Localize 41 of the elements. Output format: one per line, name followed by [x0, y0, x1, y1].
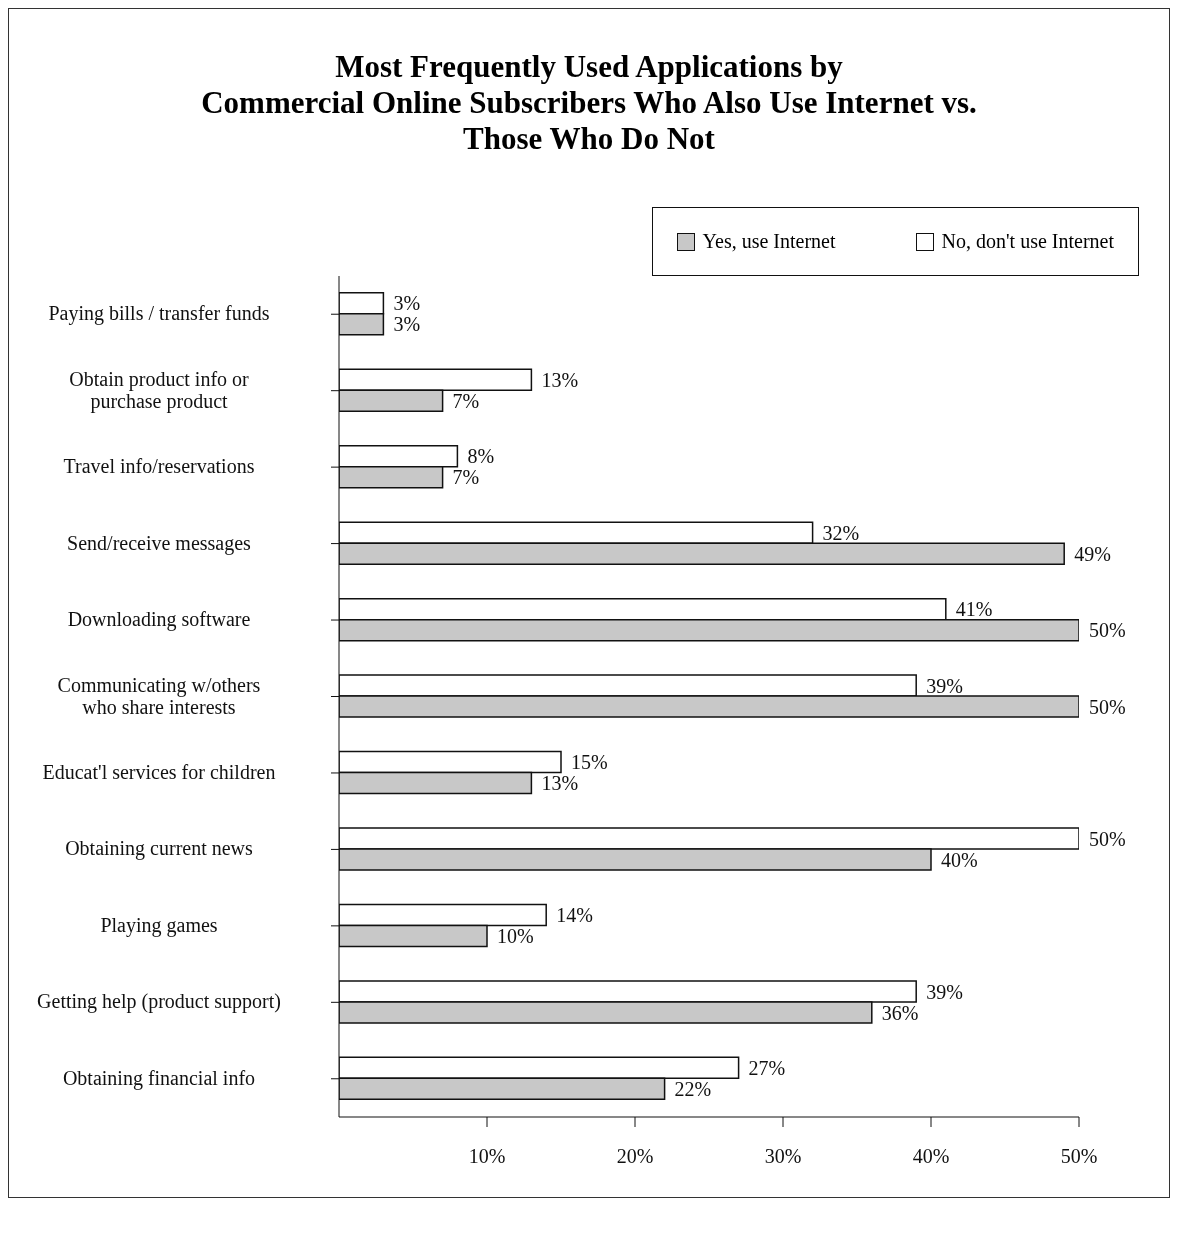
data-label: 50%: [1089, 695, 1126, 718]
data-label: 7%: [452, 389, 480, 412]
y-tick-label: Getting help (product support): [37, 990, 281, 1014]
y-tick-label: Travel info/reservations: [63, 455, 255, 478]
x-tick-label: 30%: [764, 1145, 802, 1168]
data-label: 39%: [926, 674, 963, 697]
y-tick-label: Send/receive messages: [67, 531, 252, 555]
data-label: 13%: [541, 368, 579, 391]
y-tick-label: Educat'l services for children: [42, 760, 276, 783]
legend-label: No, don't use Internet: [941, 230, 1114, 253]
y-tick-label: Obtaining financial info: [62, 1066, 256, 1090]
y-tick-label: Obtain product info or purchase product: [69, 367, 250, 413]
data-label: 39%: [926, 980, 963, 1003]
x-tick-label: 20%: [616, 1145, 654, 1168]
data-label: 3%: [393, 292, 421, 315]
data-label: 8%: [467, 445, 495, 468]
data-label: 40%: [941, 848, 978, 871]
legend-label: Yes, use Internet: [702, 230, 836, 253]
data-label: 36%: [881, 1001, 919, 1024]
data-label: 32%: [822, 521, 860, 544]
data-label: 15%: [571, 751, 608, 774]
data-label: 3%: [393, 313, 421, 336]
data-label: 14%: [556, 904, 593, 927]
data-label: 41%: [955, 598, 993, 621]
data-label: 13%: [541, 772, 579, 795]
data-label: 50%: [1089, 827, 1126, 850]
data-label: 50%: [1089, 619, 1126, 642]
data-label: 49%: [1074, 542, 1111, 565]
y-tick-label: Obtaining current news: [65, 837, 254, 861]
data-label: 10%: [497, 925, 534, 948]
x-tick-label: 10%: [468, 1145, 506, 1168]
y-tick-label: Communicating w/others who share interests: [57, 673, 261, 718]
data-label: 7%: [452, 466, 480, 489]
data-label: 27%: [748, 1056, 786, 1079]
y-tick-label: Playing games: [100, 913, 218, 937]
y-tick-label: Paying bills / transfer funds: [48, 302, 270, 326]
data-label: 22%: [674, 1077, 712, 1100]
x-tick-label: 50%: [1060, 1145, 1098, 1168]
y-tick-label: Downloading software: [67, 608, 251, 632]
x-tick-label: 40%: [912, 1145, 950, 1168]
chart-title: Most Frequently Used Applications by Commercial Online Subscribers Who Also Use Internet vs. Those Who Do Not: [200, 48, 978, 158]
